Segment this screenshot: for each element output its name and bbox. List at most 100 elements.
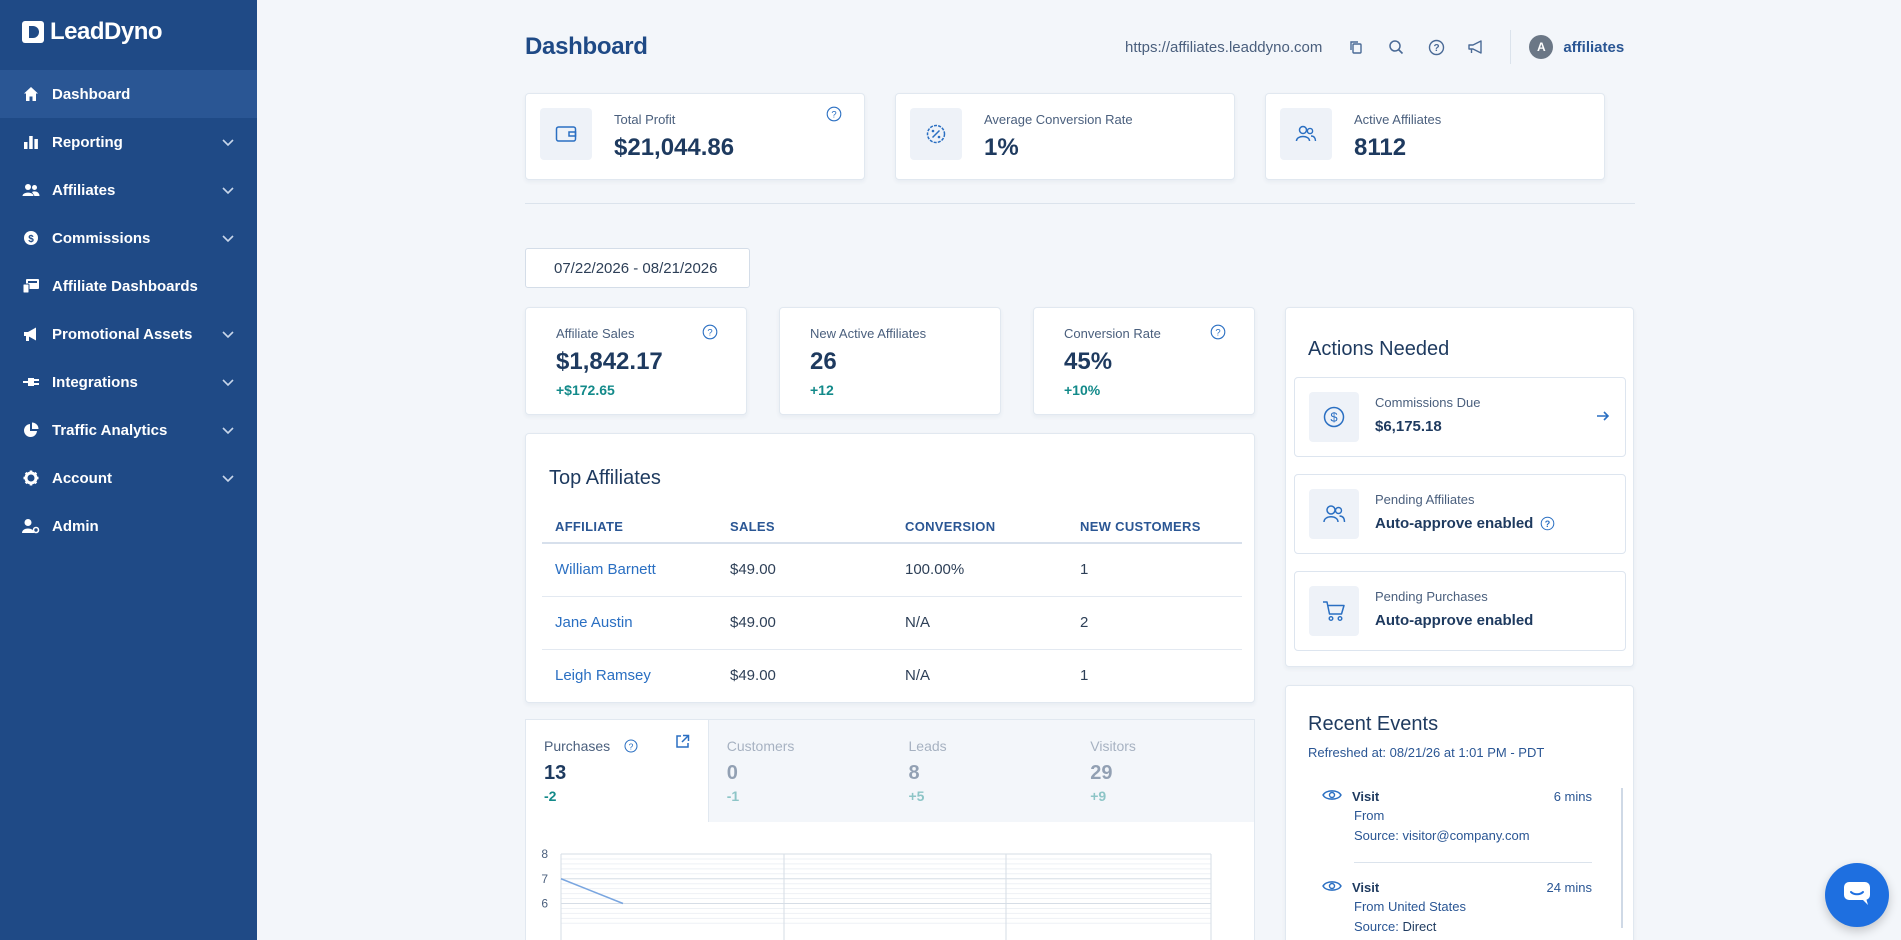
- action-pending-purchases[interactable]: Pending Purchases Auto-approve enabled: [1294, 571, 1626, 651]
- tab-label: Purchases ?: [544, 738, 638, 754]
- sidebar-item-integrations[interactable]: Integrations: [0, 358, 257, 406]
- kpi-card-total-profit: Total Profit $21,044.86 ?: [525, 93, 865, 180]
- stat-card-new-active-affiliates: New Active Affiliates 26 +12: [779, 307, 1001, 415]
- chevron-down-icon: [219, 421, 237, 439]
- table-cell: 2: [1067, 596, 1242, 650]
- sidebar-item-traffic-analytics[interactable]: Traffic Analytics: [0, 406, 257, 454]
- copy-icon[interactable]: [1336, 30, 1376, 64]
- sidebar-item-label: Dashboard: [52, 85, 131, 103]
- event-item[interactable]: Visit 6 mins From Source: visitor@compan…: [1322, 786, 1592, 846]
- header-toolbar: https://affiliates.leaddyno.com ? A affi…: [1125, 30, 1624, 64]
- home-icon: [20, 85, 42, 103]
- dashboard-screen-icon: [20, 277, 42, 295]
- tab-purchases[interactable]: Purchases ? 13 -2: [525, 719, 709, 823]
- sidebar-item-commissions[interactable]: $ Commissions: [0, 214, 257, 262]
- announcements-megaphone-icon[interactable]: [1456, 30, 1496, 64]
- date-range-picker[interactable]: 07/22/2026 - 08/21/2026: [525, 248, 750, 288]
- sidebar-item-account[interactable]: Account: [0, 454, 257, 502]
- action-label: Commissions Due: [1375, 395, 1481, 410]
- event-item[interactable]: Visit 24 mins From United States Source:…: [1322, 877, 1592, 937]
- actions-needed-card: Actions Needed $ Commissions Due $6,175.…: [1285, 307, 1634, 667]
- chart-y-tick-label: 6: [541, 897, 548, 911]
- help-icon[interactable]: ?: [1210, 324, 1226, 345]
- actions-needed-title: Actions Needed: [1308, 338, 1450, 360]
- users-icon: [1280, 108, 1332, 160]
- tab-delta: +9: [1090, 788, 1107, 804]
- sidebar-item-admin[interactable]: Admin: [0, 502, 257, 550]
- sidebar-item-dashboard[interactable]: Dashboard: [0, 70, 257, 118]
- arrow-right-icon[interactable]: [1595, 408, 1611, 429]
- avatar[interactable]: A: [1529, 35, 1554, 59]
- recent-events-title: Recent Events: [1308, 713, 1439, 735]
- kpi-value: 1%: [984, 134, 1019, 161]
- table-cell: 1: [1067, 543, 1242, 597]
- chat-launcher-button[interactable]: [1825, 863, 1889, 927]
- user-gear-icon: [20, 517, 42, 535]
- table-cell: $49.00: [730, 667, 776, 685]
- affiliate-portal-url[interactable]: https://affiliates.leaddyno.com: [1125, 38, 1323, 56]
- tab-customers[interactable]: Customers 0 -1: [708, 719, 891, 823]
- cart-icon: [1309, 586, 1359, 636]
- help-icon[interactable]: ?: [1416, 30, 1456, 64]
- tab-label: Visitors: [1090, 738, 1136, 754]
- tab-value: 0: [726, 762, 738, 784]
- megaphone-icon: [20, 325, 42, 343]
- chevron-down-icon: [219, 469, 237, 487]
- tab-visitors[interactable]: Visitors 29 +9: [1072, 719, 1255, 823]
- sidebar-item-promotional-assets[interactable]: Promotional Assets: [0, 310, 257, 358]
- action-pending-affiliates[interactable]: Pending Affiliates Auto-approve enabled …: [1294, 474, 1626, 554]
- table-cell: 100.00%: [892, 543, 1067, 597]
- user-menu[interactable]: affiliates: [1563, 38, 1625, 56]
- dollar-circle-icon: $: [1309, 392, 1359, 442]
- chevron-down-icon: [219, 133, 237, 151]
- search-icon[interactable]: [1376, 30, 1416, 64]
- sidebar-item-label: Promotional Assets: [52, 325, 193, 343]
- stat-card-conversion-rate: Conversion Rate 45% +10% ?: [1033, 307, 1255, 415]
- logo-mark-icon: [22, 21, 44, 43]
- events-scrollbar[interactable]: [1621, 788, 1623, 928]
- action-value: Auto-approve enabled ?: [1375, 515, 1555, 532]
- help-icon[interactable]: ?: [826, 106, 842, 127]
- stat-label: New Active Affiliates: [810, 326, 927, 341]
- sidebar-item-label: Traffic Analytics: [52, 421, 168, 439]
- kpi-label: Active Affiliates: [1354, 112, 1442, 127]
- sidebar-item-reporting[interactable]: Reporting: [0, 118, 257, 166]
- affiliate-name-link[interactable]: Leigh Ramsey: [555, 667, 651, 685]
- action-label: Pending Affiliates: [1375, 492, 1475, 507]
- svg-text:?: ?: [707, 328, 712, 339]
- tab-leads[interactable]: Leads 8 +5: [890, 719, 1073, 823]
- action-label: Pending Purchases: [1375, 589, 1488, 604]
- column-header-affiliate[interactable]: AFFILIATE: [542, 511, 717, 544]
- sidebar-item-affiliates[interactable]: Affiliates: [0, 166, 257, 214]
- chevron-down-icon: [219, 181, 237, 199]
- svg-text:$: $: [28, 234, 34, 245]
- affiliate-name-link[interactable]: Jane Austin: [542, 596, 717, 650]
- stat-value: $1,842.17: [556, 348, 663, 375]
- column-header-sales[interactable]: SALES: [717, 511, 892, 544]
- tab-delta: +5: [908, 788, 925, 804]
- top-affiliates-card: Top Affiliates AFFILIATE SALES CONVERSIO…: [525, 433, 1255, 703]
- header-divider: [1510, 30, 1512, 64]
- sidebar-item-affiliate-dashboards[interactable]: Affiliate Dashboards: [0, 262, 257, 310]
- table-cell: N/A: [892, 596, 1067, 650]
- tab-value: 29: [1090, 762, 1113, 784]
- help-icon[interactable]: ?: [702, 324, 718, 345]
- purchases-line-chart: 8 7 6: [541, 847, 1212, 940]
- brand-logo[interactable]: LeadDyno: [0, 0, 257, 64]
- affiliate-name-link[interactable]: William Barnett: [542, 543, 717, 597]
- action-commissions-due[interactable]: $ Commissions Due $6,175.18: [1294, 377, 1626, 457]
- sidebar-item-label: Integrations: [52, 373, 138, 391]
- table-cell: $49.00: [717, 596, 892, 650]
- stat-card-affiliate-sales: Affiliate Sales $1,842.17 +$172.65 ?: [525, 307, 747, 415]
- top-affiliates-title: Top Affiliates: [549, 467, 661, 489]
- metric-tabs: Purchases ? 13 -2 Customers 0 -1 Leads 8…: [525, 719, 1255, 823]
- column-header-conversion[interactable]: CONVERSION: [892, 511, 1067, 544]
- svg-text:$: $: [1330, 410, 1338, 425]
- users-icon: [20, 181, 42, 199]
- chart-series-line: [560, 878, 624, 905]
- kpi-label: Total Profit: [614, 112, 676, 127]
- external-link-icon[interactable]: [675, 734, 690, 754]
- stat-value: 45%: [1064, 348, 1113, 375]
- column-header-new-customers[interactable]: NEW CUSTOMERS: [1067, 511, 1242, 544]
- sidebar-item-label: Admin: [52, 517, 99, 535]
